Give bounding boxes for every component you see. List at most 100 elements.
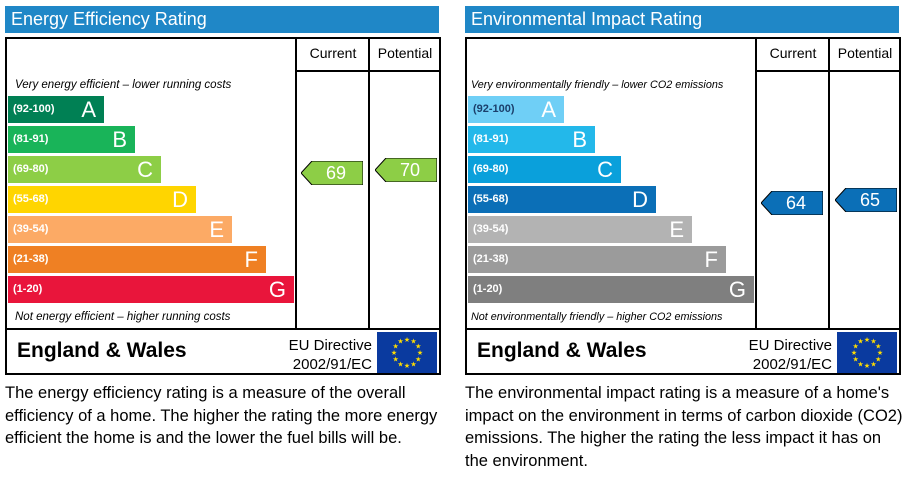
chart-title: Energy Efficiency Rating — [5, 6, 439, 33]
potential-rating-arrow: 65 — [835, 187, 897, 212]
eu-directive: EU Directive 2002/91/EC — [729, 336, 832, 374]
flag-star-icon: ★ — [391, 349, 397, 357]
band-letter-label: G — [728, 277, 746, 302]
column-divider — [368, 39, 370, 328]
rating-band-d: (55-68) D — [8, 186, 196, 213]
rating-band-c: (69-80) C — [8, 156, 161, 183]
band-range-label: (55-68) — [13, 193, 49, 205]
flag-star-icon: ★ — [857, 360, 863, 368]
band-range-label: (39-54) — [13, 223, 49, 235]
footer-divider — [467, 328, 901, 330]
flag-star-icon: ★ — [853, 356, 859, 364]
column-divider — [295, 39, 297, 328]
caption-bottom: Not energy efficient – higher running co… — [15, 311, 231, 323]
potential-column-header: Potential — [377, 45, 433, 61]
current-arrow-shape — [761, 190, 823, 215]
band-letter-label: E — [669, 217, 684, 242]
band-letter-label: A — [541, 97, 556, 122]
flag-star-icon: ★ — [410, 338, 416, 346]
eu-directive: EU Directive 2002/91/EC — [269, 336, 372, 374]
rating-band-e: (39-54) E — [468, 216, 692, 243]
rating-band-e: (39-54) E — [8, 216, 232, 243]
footer-region: England & Wales — [477, 339, 647, 362]
flag-star-icon: ★ — [410, 360, 416, 368]
flag-star-icon: ★ — [857, 338, 863, 346]
current-rating-value: 64 — [785, 192, 807, 213]
flag-star-icon: ★ — [417, 349, 423, 357]
band-range-label: (21-38) — [13, 253, 49, 265]
footer-region: England & Wales — [17, 339, 187, 362]
flag-star-icon: ★ — [415, 343, 421, 351]
band-letter-label: D — [172, 187, 188, 212]
eu-directive-line2: 2002/91/EC — [752, 356, 832, 373]
band-letter-label: B — [572, 127, 587, 152]
flag-star-icon: ★ — [393, 356, 399, 364]
band-range-label: (92-100) — [13, 103, 55, 115]
band-range-label: (81-91) — [473, 133, 509, 145]
eu-directive-line2: 2002/91/EC — [292, 356, 372, 373]
header-divider — [755, 70, 901, 72]
rating-band-g: (1-20) G — [8, 276, 294, 303]
flag-star-icon: ★ — [404, 362, 410, 370]
description: The environmental impact rating is a mea… — [465, 384, 903, 470]
current-rating-value: 69 — [325, 162, 347, 183]
energy-efficiency-panel: Energy Efficiency Rating Current Potenti… — [5, 6, 441, 476]
current-rating-arrow: 69 — [301, 160, 363, 185]
eu-directive-line1: EU Directive — [748, 337, 832, 354]
potential-arrow-shape — [375, 157, 437, 182]
environmental-impact-panel: Environmental Impact Rating Current Pote… — [465, 6, 902, 476]
band-letter-label: A — [81, 97, 96, 122]
column-divider — [828, 39, 830, 328]
current-arrow-shape — [301, 160, 363, 185]
flag-star-icon: ★ — [870, 338, 876, 346]
rating-band-f: (21-38) F — [468, 246, 726, 273]
caption-top: Very energy efficient – lower running co… — [15, 79, 232, 91]
band-letter-label: F — [244, 247, 258, 272]
band-range-label: (1-20) — [13, 283, 43, 295]
rating-band-g: (1-20) G — [468, 276, 754, 303]
band-range-label: (69-80) — [473, 163, 509, 175]
band-letter-label: C — [597, 157, 613, 182]
current-column-header: Current — [769, 45, 817, 61]
flag-star-icon: ★ — [864, 336, 870, 344]
column-divider — [755, 39, 757, 328]
band-letter-label: B — [112, 127, 127, 152]
flag-star-icon: ★ — [397, 360, 403, 368]
footer-divider — [7, 328, 441, 330]
band-letter-label: E — [209, 217, 224, 242]
current-column-header: Current — [309, 45, 357, 61]
potential-rating-arrow: 70 — [375, 157, 437, 182]
band-range-label: (21-38) — [473, 253, 509, 265]
band-range-label: (81-91) — [13, 133, 49, 145]
band-range-label: (92-100) — [473, 103, 515, 115]
flag-star-icon: ★ — [877, 349, 883, 357]
eu-directive-line1: EU Directive — [288, 337, 372, 354]
band-range-label: (39-54) — [473, 223, 509, 235]
flag-star-icon: ★ — [851, 349, 857, 357]
rating-box: Current Potential Very energy efficient … — [5, 37, 441, 375]
eu-flag-icon: ★ ★ ★ ★ ★ ★ ★ ★ ★ ★ ★ ★ — [377, 332, 437, 373]
current-rating-arrow: 64 — [761, 190, 823, 215]
flag-star-icon: ★ — [870, 360, 876, 368]
rating-box: Current Potential Very environmentally f… — [465, 37, 901, 375]
rating-band-c: (69-80) C — [468, 156, 621, 183]
flag-star-icon: ★ — [864, 362, 870, 370]
band-range-label: (69-80) — [13, 163, 49, 175]
band-range-label: (55-68) — [473, 193, 509, 205]
flag-star-icon: ★ — [404, 336, 410, 344]
rating-band-a: (92-100) A — [8, 96, 104, 123]
flag-star-icon: ★ — [393, 343, 399, 351]
eu-flag-icon: ★ ★ ★ ★ ★ ★ ★ ★ ★ ★ ★ ★ — [837, 332, 897, 373]
flag-star-icon: ★ — [875, 356, 881, 364]
rating-band-b: (81-91) B — [8, 126, 135, 153]
potential-rating-value: 65 — [859, 189, 881, 210]
band-letter-label: D — [632, 187, 648, 212]
description: The energy efficiency rating is a measur… — [5, 384, 438, 447]
rating-band-b: (81-91) B — [468, 126, 595, 153]
flag-star-icon: ★ — [853, 343, 859, 351]
potential-column-header: Potential — [837, 45, 893, 61]
flag-star-icon: ★ — [397, 338, 403, 346]
potential-rating-value: 70 — [399, 159, 421, 180]
header-divider — [295, 70, 441, 72]
band-letter-label: G — [268, 277, 286, 302]
